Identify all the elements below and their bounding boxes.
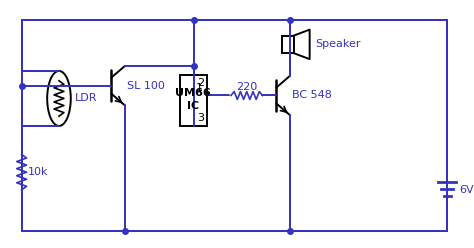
Text: BC 548: BC 548	[292, 91, 332, 100]
Text: 3: 3	[198, 113, 205, 123]
Text: SL 100: SL 100	[127, 81, 164, 91]
Text: 6V: 6V	[459, 185, 474, 195]
Text: 220: 220	[236, 82, 257, 92]
Text: IC: IC	[187, 101, 199, 111]
Text: Speaker: Speaker	[316, 39, 361, 49]
Text: 10k: 10k	[27, 167, 48, 177]
Text: LDR: LDR	[75, 93, 97, 103]
Text: 1: 1	[196, 83, 203, 93]
Text: UM66: UM66	[175, 88, 210, 97]
Bar	[180, 75, 208, 126]
Text: 2: 2	[198, 78, 205, 88]
Bar	[282, 35, 294, 53]
